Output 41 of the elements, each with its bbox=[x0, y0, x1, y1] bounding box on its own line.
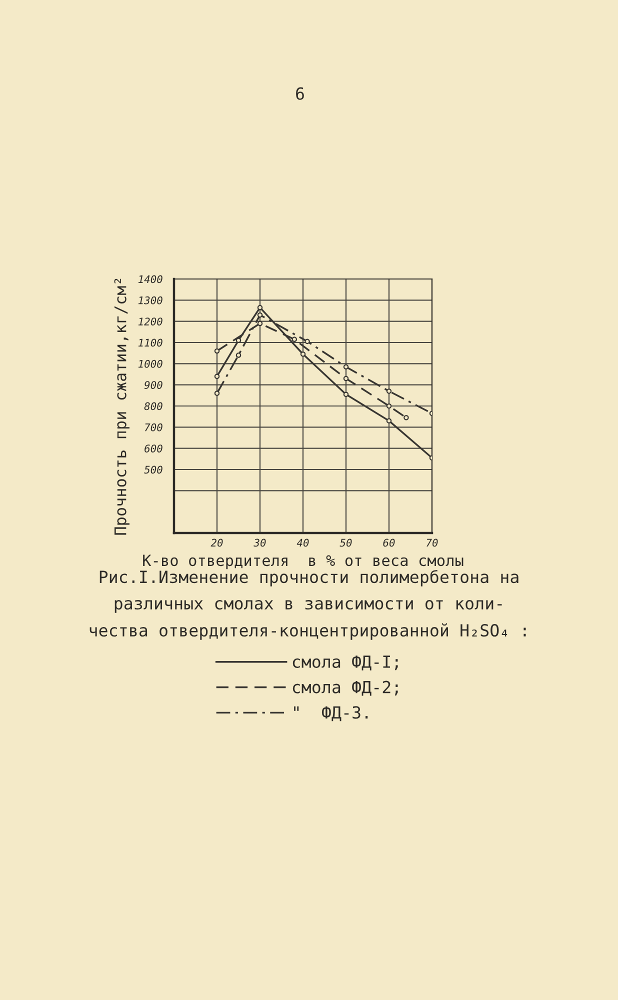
y-tick-label: 900 bbox=[144, 381, 162, 389]
y-tick-label: 1300 bbox=[138, 296, 162, 304]
y-tick-label: 1000 bbox=[138, 360, 162, 368]
point bbox=[257, 304, 263, 310]
y-tick-label: 700 bbox=[144, 423, 162, 432]
x-axis-title: К-во отвердителя в % от веса смолы bbox=[143, 554, 464, 570]
point bbox=[404, 415, 409, 420]
x-tick-label: 30 bbox=[254, 538, 266, 547]
text: 6 bbox=[296, 87, 304, 100]
point bbox=[386, 403, 392, 409]
point bbox=[214, 374, 220, 380]
point bbox=[343, 392, 349, 397]
point bbox=[236, 338, 242, 344]
point bbox=[343, 364, 349, 370]
x-tick-label: 50 bbox=[340, 538, 352, 547]
x-tick-label: 70 bbox=[426, 538, 438, 547]
x-tick-label: 40 bbox=[296, 538, 309, 547]
y-axis-title: Прочность при сжатии,кг/см² bbox=[114, 278, 130, 535]
y-tick-label: 800 bbox=[144, 402, 162, 410]
legend-label: " ФД-3. bbox=[294, 706, 368, 722]
y-tick-label: 500 bbox=[144, 466, 162, 474]
x-tick-label: 20 bbox=[210, 538, 223, 547]
point bbox=[304, 338, 310, 344]
legend-label: смола ФД-I; bbox=[292, 656, 398, 670]
point bbox=[386, 388, 392, 394]
y-tick-label: 1100 bbox=[138, 338, 162, 347]
legend-label: смола ФД-2; bbox=[292, 680, 398, 696]
point bbox=[214, 390, 220, 396]
x-tick-label: 60 bbox=[383, 538, 395, 547]
point bbox=[214, 348, 220, 354]
y-tick-label: 1400 bbox=[138, 275, 162, 284]
y-tick-label: 1200 bbox=[138, 318, 162, 326]
point bbox=[300, 352, 306, 357]
point bbox=[343, 376, 349, 382]
point bbox=[257, 312, 263, 318]
point bbox=[386, 418, 392, 424]
point bbox=[236, 352, 242, 358]
y-tick-label: 600 bbox=[144, 444, 162, 452]
point bbox=[257, 320, 263, 326]
point bbox=[292, 336, 298, 342]
text: Рис.I.Изменение прочности полимербетона на различных смолах в зависимости от коли- чества отвердителя-концентрированной H₂SO₄ : bbox=[90, 570, 526, 640]
